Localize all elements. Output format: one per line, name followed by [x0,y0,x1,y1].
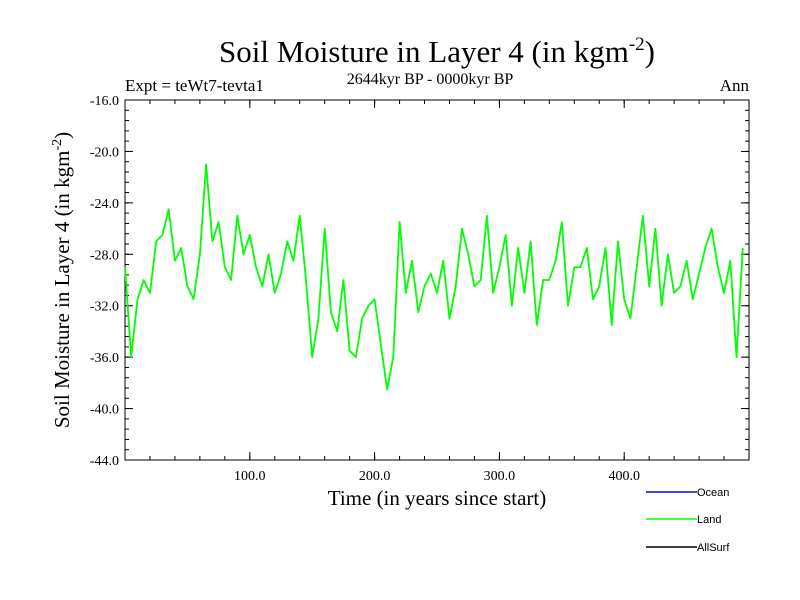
y-tick-label: -36.0 [90,351,119,366]
y-tick-label: -40.0 [90,403,119,418]
series-layer [124,163,744,391]
x-axis-title: Time (in years since start) [328,486,547,510]
chart-subtitle: 2644kyr BP - 0000kyr BP [347,71,514,88]
experiment-label: Expt = teWt7-tevta1 [125,76,264,95]
y-tick-label: -20.0 [90,145,119,160]
x-tick-label: 100.0 [234,469,266,484]
y-tick-label: -16.0 [90,94,119,109]
legend-allsurf-label: AllSurf [697,542,730,554]
plot-frame [124,99,750,461]
y-tick-label: -28.0 [90,248,119,263]
legend-land-label: Land [697,514,721,526]
legend-ocean-label: Ocean [697,487,729,499]
y-axis-ticks: -44.0 -40.0 -36.0 -32.0 -28.0 -24.0 -20.0 -16.0 [90,94,749,469]
series-line-land [124,163,744,391]
x-tick-label: 200.0 [359,469,391,484]
x-tick-label: 400.0 [608,469,640,484]
x-tick-label: 300.0 [484,469,516,484]
y-axis-title: Soil Moisture in Layer 4 (in kgm-2) [50,132,74,428]
y-tick-label: -32.0 [90,300,119,315]
season-label: Ann [720,76,750,95]
legend: Ocean Land AllSurf [646,487,730,554]
y-tick-label: -24.0 [90,197,119,212]
y-tick-label: -44.0 [90,454,119,469]
chart-title: Soil Moisture in Layer 4 (in kgm-2) [219,34,655,69]
x-axis-ticks: 100.0 200.0 300.0 400.0 [124,100,750,484]
